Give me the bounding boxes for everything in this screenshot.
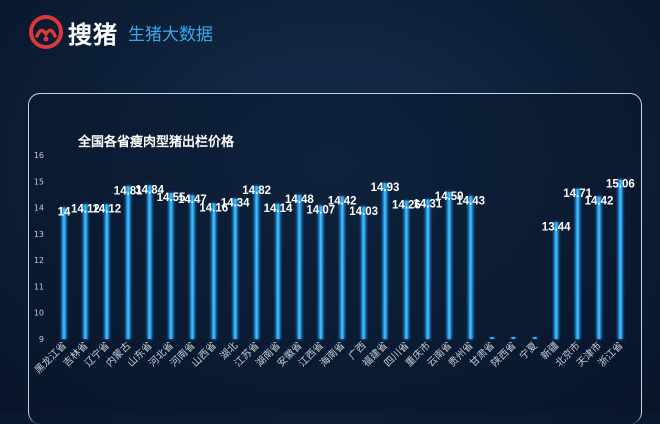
bar-value-label: 14.16	[199, 202, 228, 214]
bar	[61, 207, 67, 339]
bar	[575, 188, 580, 339]
bar-value-label: 14.84	[135, 184, 164, 196]
brand-subtitle: 生猪大数据	[128, 24, 213, 45]
y-tick-label: 16	[34, 151, 44, 160]
bar	[425, 199, 431, 339]
bar-value-label: 14.42	[585, 196, 614, 208]
y-tick-label: 10	[34, 309, 44, 318]
y-tick-label: 12	[34, 256, 44, 265]
bar	[297, 194, 302, 339]
bar	[489, 337, 495, 339]
bar	[532, 337, 538, 339]
bar	[404, 200, 409, 339]
bar	[232, 198, 238, 339]
bar	[596, 196, 602, 339]
brand-header: 搜猪 生猪大数据	[28, 14, 213, 50]
bar-value-label: 14.81	[114, 185, 143, 197]
bar-value-label: 14	[58, 207, 71, 219]
bar-value-label: 14.55	[157, 192, 186, 204]
bar-value-label: 14.14	[264, 203, 293, 215]
bar	[553, 222, 559, 339]
x-tick-label: 浙江省	[595, 339, 625, 369]
bar-value-label: 14.43	[456, 195, 485, 207]
x-tick-label: 宁夏	[517, 339, 540, 362]
bar-value-label: 14.34	[221, 198, 250, 210]
x-tick-label: 海南省	[317, 339, 347, 369]
bar	[168, 193, 174, 339]
y-tick-label: 14	[34, 204, 44, 213]
bar	[254, 186, 259, 339]
chart-title: 全国各省瘦肉型猪出栏价格	[78, 135, 235, 150]
pig-logo-icon	[29, 15, 63, 49]
bar	[618, 179, 623, 339]
bar	[339, 196, 345, 339]
bar-value-label: 13.44	[542, 221, 571, 233]
bar-value-label: 14.82	[242, 185, 271, 197]
x-tick-label: 黑龙江省	[32, 339, 69, 376]
brand-name: 搜猪	[68, 19, 118, 49]
bar-value-label: 14.12	[71, 203, 100, 215]
bar	[211, 203, 217, 339]
bar	[361, 206, 366, 339]
bar	[511, 337, 516, 339]
y-tick-label: 15	[34, 177, 44, 186]
bar	[468, 196, 473, 339]
bar-value-label: 14.07	[306, 205, 335, 217]
bar-value-label: 14.42	[328, 196, 357, 208]
y-tick-label: 9	[39, 335, 44, 344]
bar-value-label: 14.47	[178, 194, 207, 206]
bar-value-label: 14.59	[435, 191, 464, 203]
y-tick-label: 13	[34, 230, 44, 239]
bar	[190, 195, 195, 339]
bar-value-label: 14.26	[392, 200, 421, 212]
bar	[125, 186, 131, 339]
bar	[275, 203, 281, 339]
bar-value-label: 14.12	[92, 203, 121, 215]
bar-value-label: 14.03	[349, 206, 378, 218]
bar-value-label: 14.31	[413, 198, 442, 210]
bar	[318, 205, 324, 339]
bar-value-label: 14.93	[371, 182, 400, 194]
bar	[104, 204, 110, 339]
bar-value-label: 15.06	[606, 179, 635, 191]
bar-value-label: 14.71	[563, 188, 592, 200]
bar	[83, 204, 88, 339]
bar-value-label: 14.48	[285, 194, 314, 206]
bar	[382, 183, 388, 339]
y-tick-label: 11	[34, 282, 44, 291]
x-tick-label: 山西省	[189, 339, 219, 369]
x-tick-label: 陕西省	[488, 339, 518, 369]
bar	[147, 185, 152, 339]
bar	[446, 192, 452, 339]
